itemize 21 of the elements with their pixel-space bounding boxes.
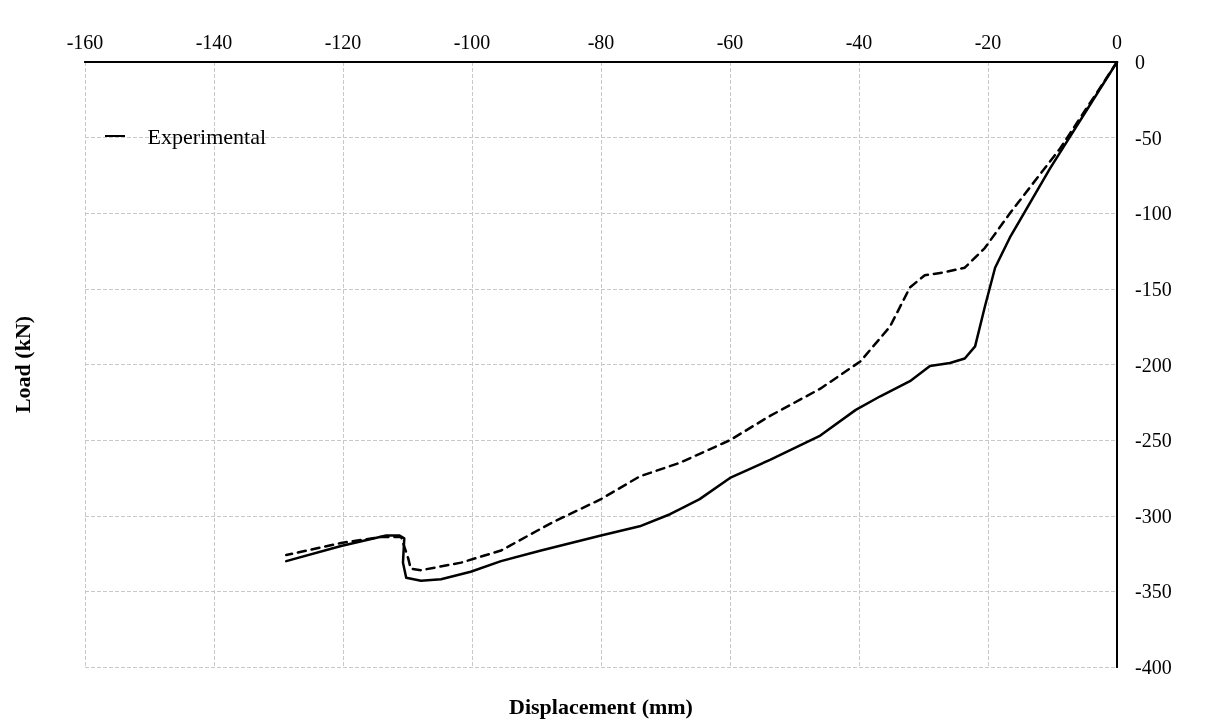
x-tick-label: -40 [845,31,873,53]
y-tick-label: -200 [1135,353,1172,376]
x-axis-title: Displacement (mm) [509,693,693,719]
x-tick-label: -80 [587,31,615,53]
x-tick-label: -60 [716,31,744,53]
x-tick-label: -20 [974,31,1002,53]
legend-label: Experimental [147,123,267,149]
x-tick-label: -140 [195,31,233,53]
y-tick-label: -400 [1135,656,1172,678]
y-tick-label: -300 [1135,504,1172,527]
y-tick-label: -50 [1135,126,1162,149]
y-tick-label: -250 [1135,429,1172,452]
x-tick-label: -160 [66,31,104,53]
y-tick-label: -150 [1135,277,1172,300]
x-tick-label: -120 [324,31,362,53]
y-tick-label: -350 [1135,580,1172,603]
y-tick-label: -100 [1135,202,1172,225]
y-tick-label: 0 [1135,51,1145,73]
x-tick-label: -100 [453,31,491,53]
x-tick-label: 0 [1112,31,1122,53]
y-axis-title: Load (kN) [9,315,35,414]
